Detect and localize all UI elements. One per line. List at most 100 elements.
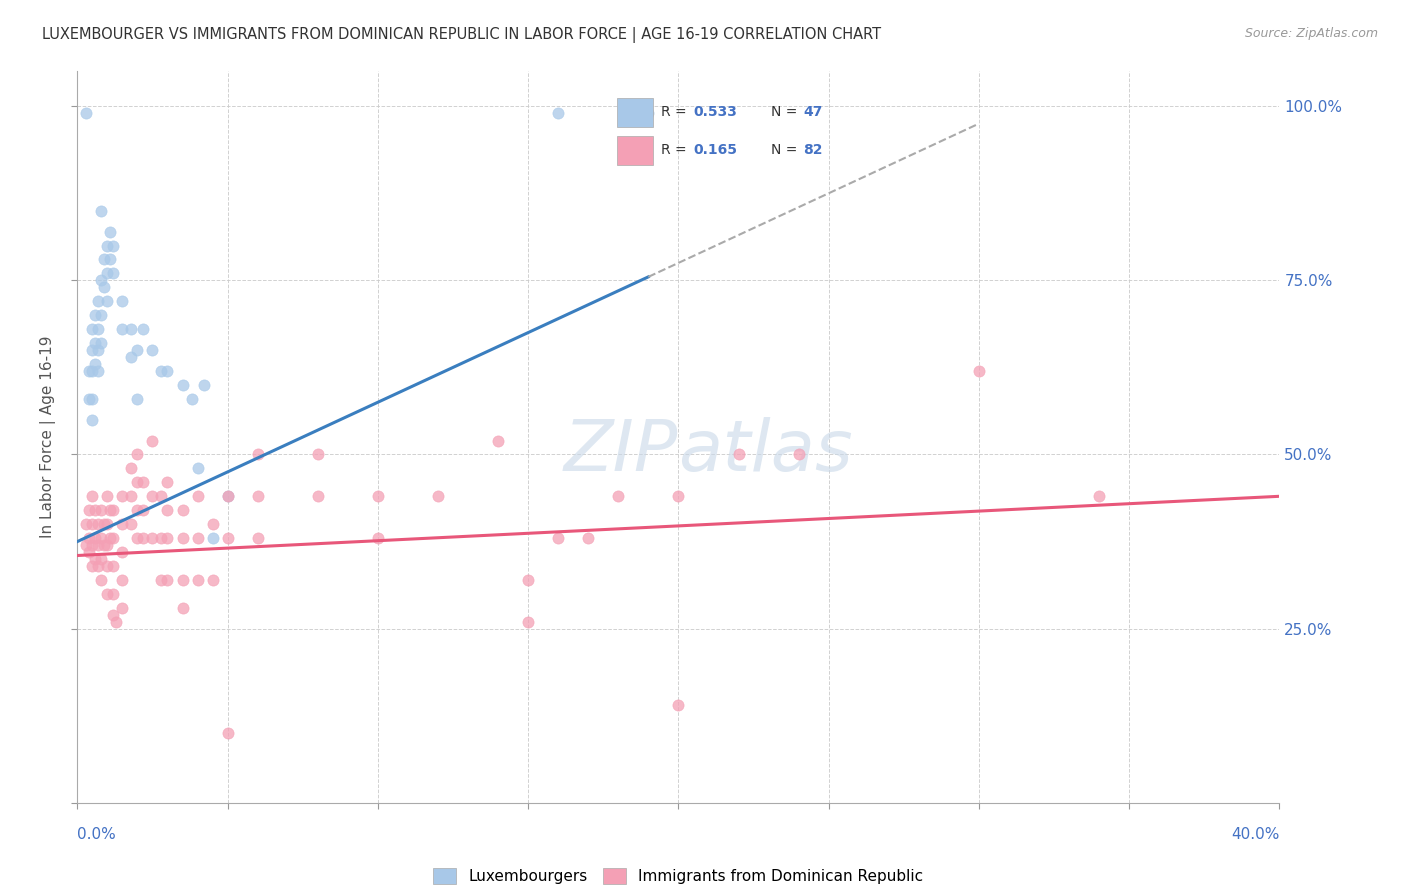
Text: 0.0%: 0.0% [77, 827, 117, 841]
Point [82, 558, 104, 573]
Point [90, 531, 112, 545]
Text: LUXEMBOURGER VS IMMIGRANTS FROM DOMINICAN REPUBLIC IN LABOR FORCE | AGE 16-19 CO: LUXEMBOURGER VS IMMIGRANTS FROM DOMINICA… [42, 27, 882, 43]
Point [90, 273, 112, 287]
Point [132, 503, 155, 517]
Point [84, 531, 107, 545]
Point [111, 517, 134, 532]
Point [132, 475, 155, 490]
Point [90, 573, 112, 587]
Point [486, 434, 509, 448]
Point [246, 448, 269, 462]
Point [84, 357, 107, 371]
Point [156, 364, 179, 378]
Point [193, 377, 215, 392]
Point [82, 322, 104, 336]
Text: R =: R = [661, 105, 690, 119]
Point [84, 552, 107, 566]
Point [103, 607, 125, 622]
Point [96, 517, 118, 532]
Point [150, 531, 173, 545]
Text: 0.533: 0.533 [695, 105, 738, 119]
Text: N =: N = [770, 144, 801, 157]
Point [787, 448, 810, 462]
Point [82, 412, 104, 426]
Point [103, 238, 125, 252]
Point [111, 294, 134, 309]
Point [727, 448, 749, 462]
Point [90, 503, 112, 517]
Point [141, 343, 163, 357]
Point [100, 531, 122, 545]
Point [156, 503, 179, 517]
Point [93, 538, 115, 552]
Point [156, 531, 179, 545]
Point [217, 531, 239, 545]
Point [127, 531, 149, 545]
Point [103, 503, 125, 517]
Point [75, 106, 97, 120]
Point [79, 531, 101, 545]
Point [111, 545, 134, 559]
Point [172, 573, 194, 587]
Point [172, 503, 194, 517]
Point [246, 489, 269, 503]
Point [82, 538, 104, 552]
Point [120, 350, 142, 364]
Point [87, 517, 110, 532]
Point [141, 531, 163, 545]
Point [84, 336, 107, 351]
Y-axis label: In Labor Force | Age 16-19: In Labor Force | Age 16-19 [39, 335, 56, 539]
Point [96, 489, 118, 503]
Bar [617, 136, 652, 165]
Point [127, 448, 149, 462]
Point [103, 531, 125, 545]
Point [96, 538, 118, 552]
Point [105, 615, 128, 629]
Point [132, 322, 155, 336]
Point [96, 587, 118, 601]
Point [82, 489, 104, 503]
Point [82, 392, 104, 406]
Text: 40.0%: 40.0% [1232, 827, 1279, 841]
Point [427, 489, 450, 503]
Point [111, 600, 134, 615]
Point [84, 503, 107, 517]
Point [150, 489, 173, 503]
Point [367, 489, 389, 503]
Point [96, 238, 118, 252]
Point [75, 517, 97, 532]
Point [607, 489, 630, 503]
Point [120, 517, 142, 532]
Point [82, 517, 104, 532]
Point [103, 266, 125, 280]
Point [79, 545, 101, 559]
Point [367, 531, 389, 545]
Point [93, 517, 115, 532]
Point [668, 698, 690, 713]
Point [82, 364, 104, 378]
Point [201, 517, 224, 532]
Point [87, 538, 110, 552]
Text: Source: ZipAtlas.com: Source: ZipAtlas.com [1244, 27, 1378, 40]
Point [172, 531, 194, 545]
Point [79, 503, 101, 517]
Point [127, 475, 149, 490]
Point [172, 377, 194, 392]
Point [111, 489, 134, 503]
Point [517, 573, 540, 587]
Point [187, 531, 209, 545]
Point [87, 343, 110, 357]
Point [156, 475, 179, 490]
Point [132, 531, 155, 545]
Point [90, 203, 112, 218]
Point [150, 364, 173, 378]
Point [187, 573, 209, 587]
Point [111, 573, 134, 587]
Point [120, 461, 142, 475]
Point [172, 600, 194, 615]
Point [87, 294, 110, 309]
Point [93, 252, 115, 267]
Point [217, 726, 239, 740]
Point [120, 322, 142, 336]
Point [201, 531, 224, 545]
